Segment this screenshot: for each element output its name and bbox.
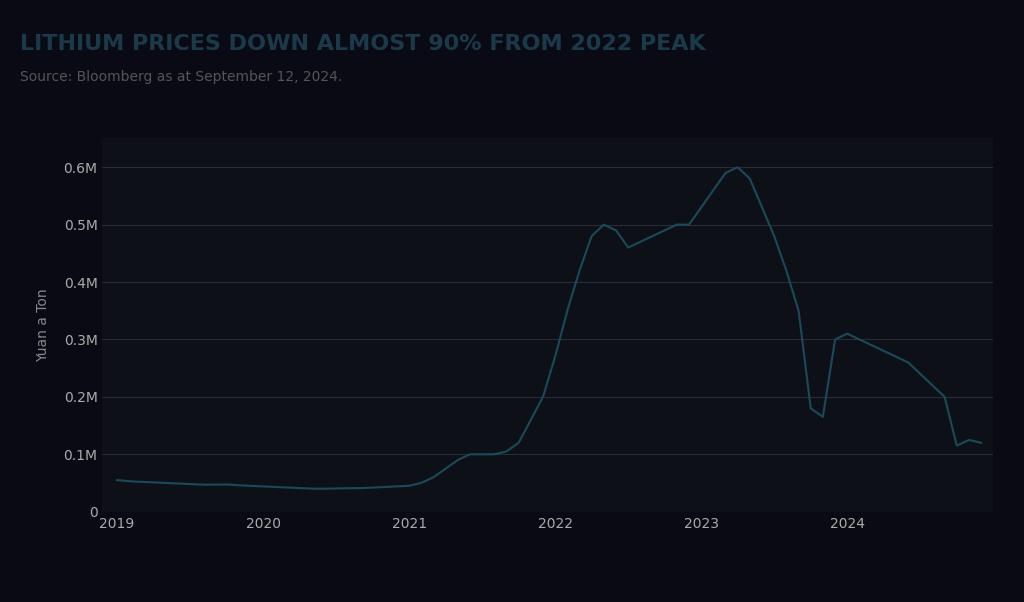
Text: Source: Bloomberg as at September 12, 2024.: Source: Bloomberg as at September 12, 20… [20,70,343,84]
Y-axis label: Yuan a Ton: Yuan a Ton [36,288,49,362]
Text: LITHIUM PRICES DOWN ALMOST 90% FROM 2022 PEAK: LITHIUM PRICES DOWN ALMOST 90% FROM 2022… [20,34,707,54]
